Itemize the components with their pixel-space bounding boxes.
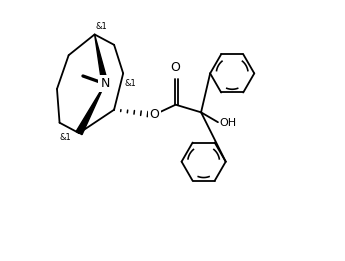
Text: O: O [170,61,180,74]
Polygon shape [76,84,105,135]
Text: &1: &1 [96,22,108,31]
Polygon shape [95,34,108,84]
Text: N: N [100,77,110,90]
Text: O: O [149,108,159,121]
Text: &1: &1 [60,133,71,142]
Text: &1: &1 [125,79,136,88]
Text: OH: OH [220,118,237,128]
